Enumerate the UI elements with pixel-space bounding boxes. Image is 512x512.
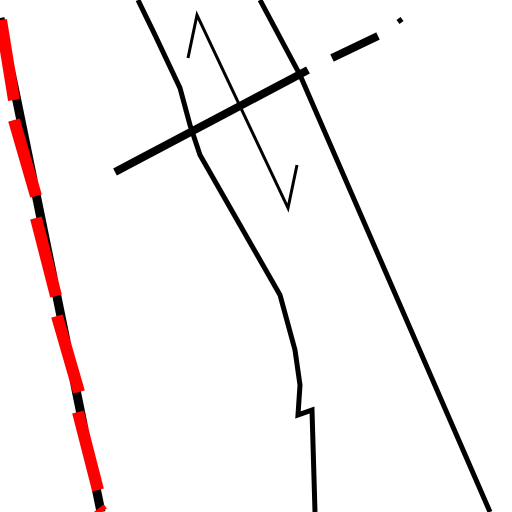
railway-segment	[8, 118, 42, 198]
railway-gap	[0, 101, 8, 123]
railway-segment	[51, 314, 85, 394]
thin-line	[186, 10, 299, 213]
crossing-dash	[396, 17, 404, 24]
railway-segment	[72, 410, 104, 492]
road-line	[135, 0, 318, 512]
crossing-line	[113, 66, 310, 176]
railway-segment	[94, 504, 107, 512]
railway-segment	[0, 19, 20, 101]
crossing-dash	[330, 32, 380, 62]
railway-segment	[30, 216, 62, 298]
